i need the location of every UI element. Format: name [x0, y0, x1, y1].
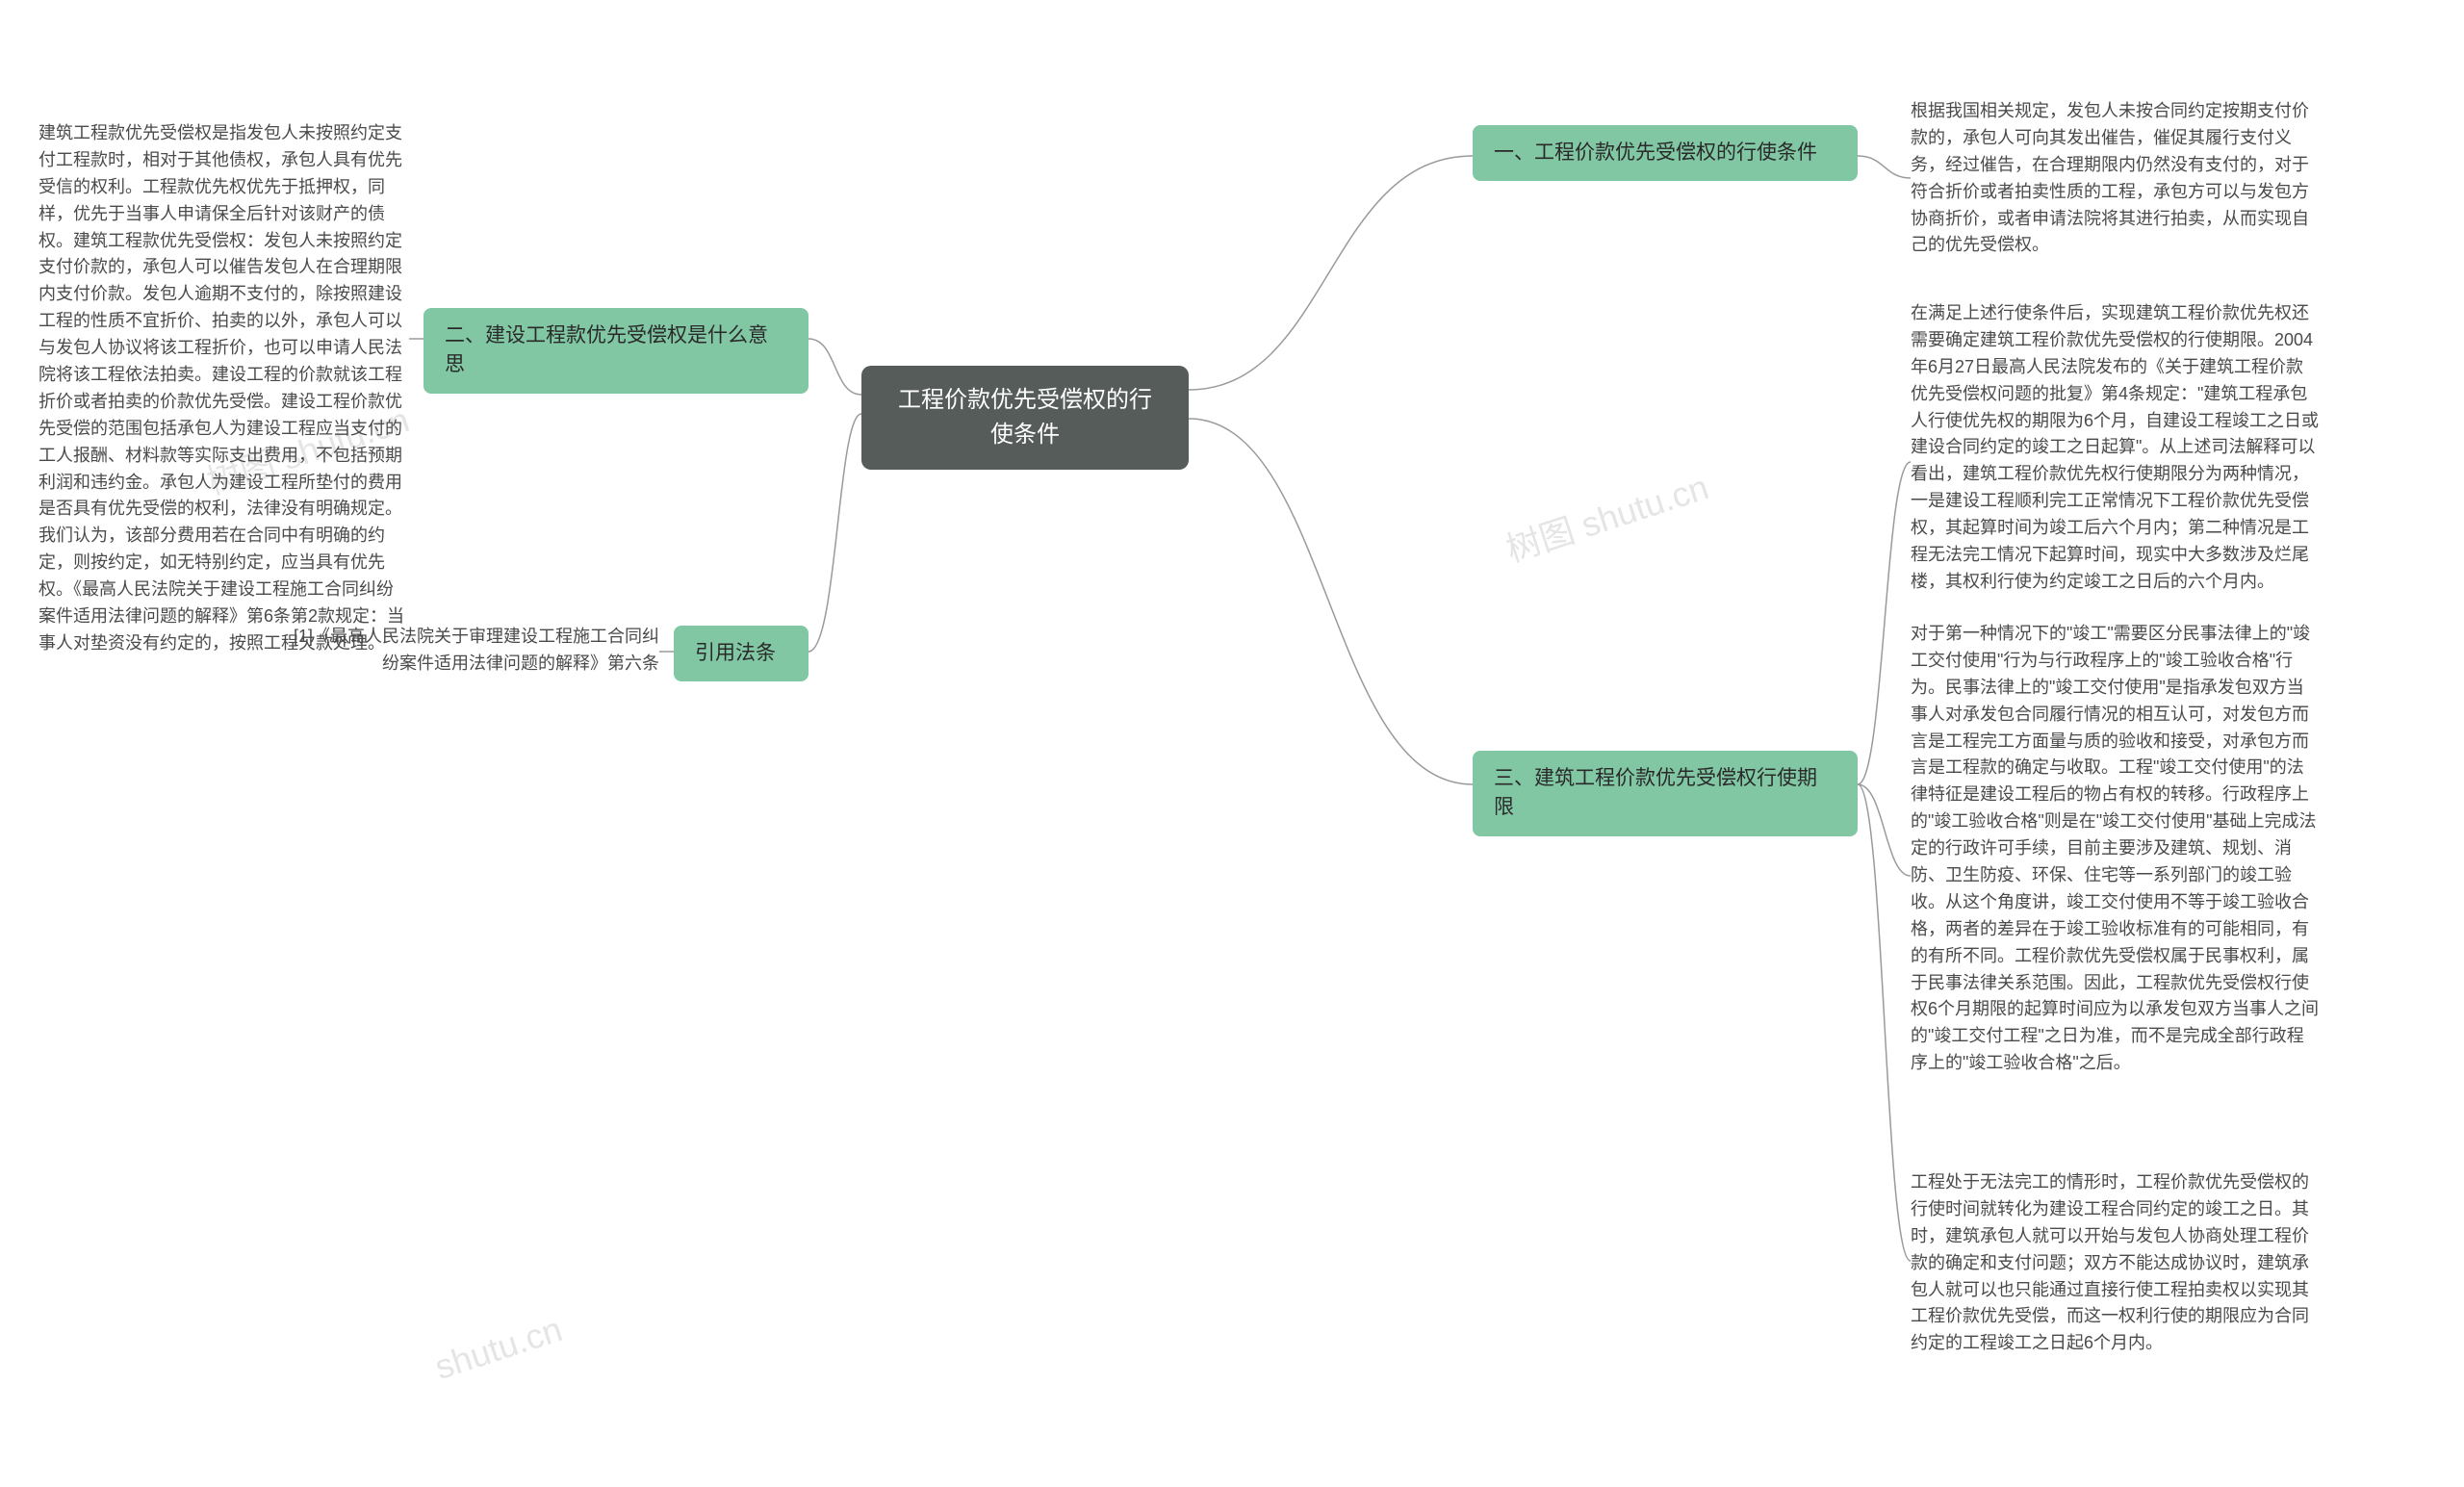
leaf-right-2a: 在满足上述行使条件后，实现建筑工程价款优先权还需要确定建筑工程价款优先受偿权的行… — [1911, 300, 2320, 596]
leaf-left-2: [1]《最高人民法院关于审理建设工程施工合同纠纷案件适用法律问题的解释》第六条 — [284, 624, 659, 678]
watermark-2: 树图 shutu.cn — [1499, 460, 1713, 573]
watermark-3: shutu.cn — [430, 1309, 567, 1388]
branch-left-2[interactable]: 引用法条 — [674, 626, 808, 681]
branch-left-1[interactable]: 二、建设工程款优先受偿权是什么意思 — [424, 308, 808, 394]
branch-right-1[interactable]: 一、工程价款优先受偿权的行使条件 — [1473, 125, 1858, 181]
leaf-right-2c: 工程处于无法完工的情形时，工程价款优先受偿权的行使时间就转化为建设工程合同约定的… — [1911, 1169, 2320, 1357]
leaf-left-1: 建筑工程款优先受偿权是指发包人未按照约定支付工程款时，相对于其他债权，承包人具有… — [38, 120, 409, 657]
branch-right-2[interactable]: 三、建筑工程价款优先受偿权行使期限 — [1473, 751, 1858, 836]
center-node[interactable]: 工程价款优先受偿权的行使条件 — [861, 366, 1189, 470]
leaf-right-2b: 对于第一种情况下的"竣工"需要区分民事法律上的"竣工交付使用"行为与行政程序上的… — [1911, 621, 2320, 1077]
leaf-right-1: 根据我国相关规定，发包人未按合同约定按期支付价款的，承包人可向其发出催告，催促其… — [1911, 98, 2320, 259]
